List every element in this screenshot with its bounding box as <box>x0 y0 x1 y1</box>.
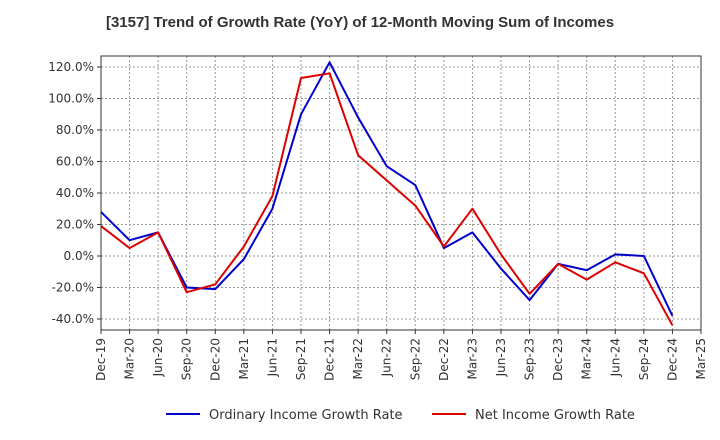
x-tick-label: Dec-20 <box>208 338 222 381</box>
x-tick-label: Jun-20 <box>151 338 165 377</box>
x-tick-label: Jun-24 <box>608 338 622 377</box>
legend-label: Ordinary Income Growth Rate <box>209 408 403 423</box>
x-tick-label: Mar-24 <box>580 338 594 379</box>
legend: Ordinary Income Growth Rate Net Income Gr… <box>166 408 635 423</box>
series-line-ordinary-income <box>100 61 674 317</box>
x-tick-label: Jun-23 <box>494 338 508 377</box>
y-tick-label: 120.0% <box>48 60 94 74</box>
x-tick-label: Jun-21 <box>265 338 279 377</box>
x-tick-label: Mar-21 <box>237 338 251 379</box>
y-axis: -40.0% -20.0% 0.0% 20.0% 40.0% 60.0% 80.0% 100.… <box>48 60 101 326</box>
x-tick-label: Dec-22 <box>437 338 451 381</box>
x-axis: Dec-19 Mar-20 Jun-20 Sep-20 Dec-20 Mar-21 Jun-… <box>94 330 708 381</box>
series-group <box>100 61 674 326</box>
x-tick-label: Mar-22 <box>351 338 365 379</box>
series-line-net-income <box>100 72 674 326</box>
y-tick-label: 40.0% <box>56 186 94 200</box>
x-tick-label: Sep-20 <box>180 338 194 380</box>
x-tick-label: Sep-21 <box>294 338 308 380</box>
x-tick-label: Dec-19 <box>94 338 108 381</box>
x-tick-label: Mar-23 <box>465 338 479 379</box>
y-tick-label: 20.0% <box>56 217 94 231</box>
x-tick-label: Mar-20 <box>123 338 137 379</box>
x-tick-label: Sep-23 <box>523 338 537 380</box>
chart-title: [3157] Trend of Growth Rate (YoY) of 12-… <box>105 14 615 31</box>
x-tick-label: Dec-23 <box>551 338 565 381</box>
y-tick-label: 0.0% <box>64 249 95 263</box>
x-tick-label: Dec-21 <box>323 338 337 381</box>
x-tick-label: Dec-24 <box>665 338 679 381</box>
legend-label: Net Income Growth Rate <box>475 408 635 423</box>
y-tick-label: -40.0% <box>52 312 94 326</box>
y-tick-label: 80.0% <box>56 123 94 137</box>
x-tick-label: Jun-22 <box>380 338 394 377</box>
x-tick-label: Sep-22 <box>408 338 422 380</box>
y-tick-label: 60.0% <box>56 155 94 169</box>
x-tick-label: Sep-24 <box>637 338 651 380</box>
y-tick-label: -20.0% <box>52 280 94 294</box>
x-tick-label: Mar-25 <box>694 338 708 379</box>
y-tick-label: 100.0% <box>48 92 94 106</box>
